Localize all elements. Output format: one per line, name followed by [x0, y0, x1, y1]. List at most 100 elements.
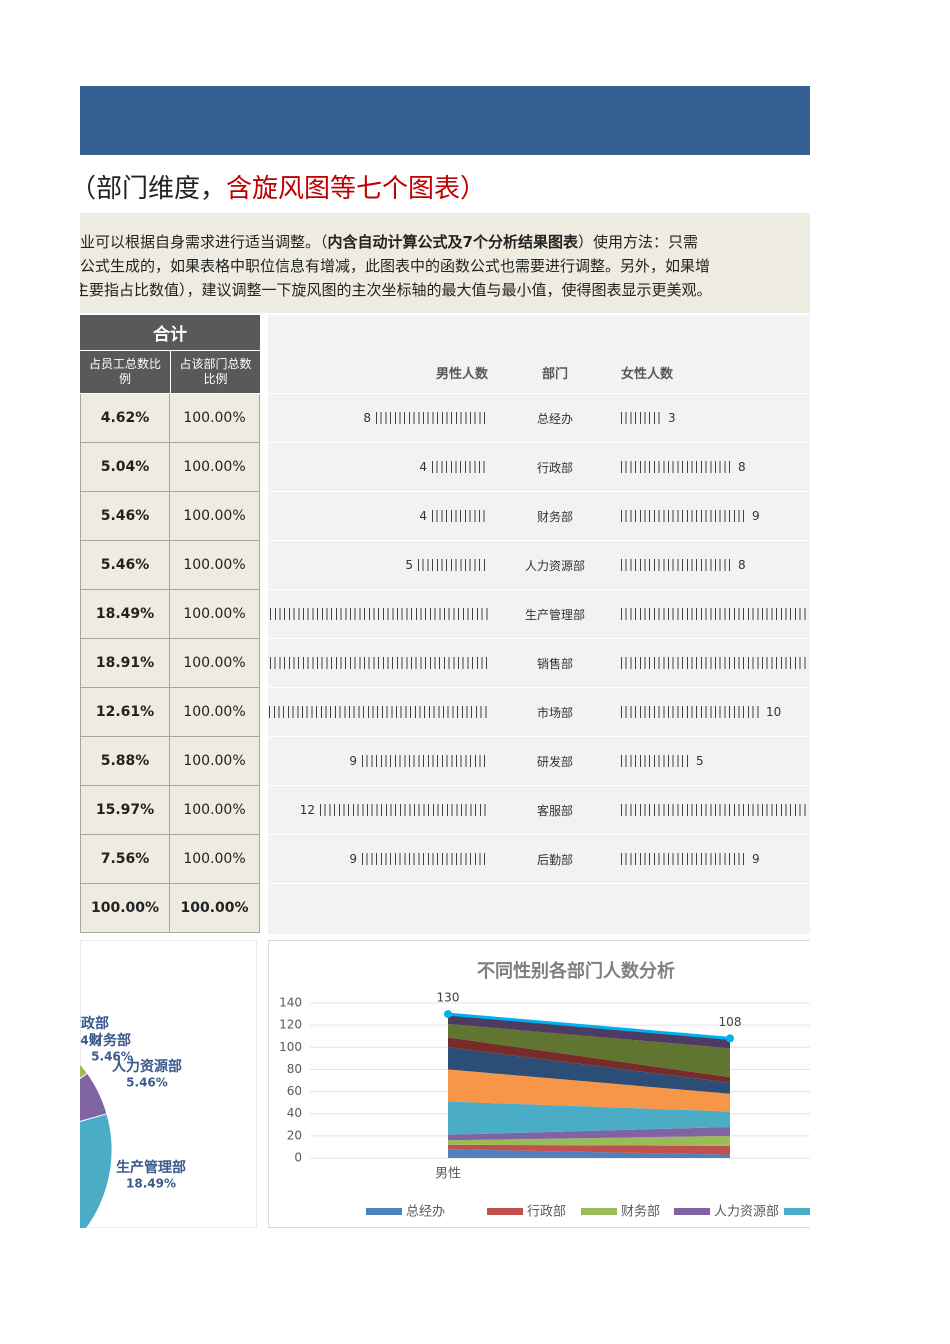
- legend-label: 财务部: [621, 1204, 660, 1220]
- area-series: [448, 1047, 730, 1094]
- table-cell: 18.49%: [80, 590, 170, 639]
- row-separator: [268, 442, 810, 443]
- legend-label: 行政部: [527, 1205, 566, 1220]
- male-cell: 9: [268, 737, 488, 785]
- value-label: 9: [752, 852, 760, 866]
- tornado-table: 男性人数 部门 女性人数 8 总经办 3 4 行政部 8 4 财务部 9 5 人力资源部 8 生产管理部 销售部…: [268, 315, 810, 934]
- table-cell: 100.00%: [170, 639, 260, 688]
- table-cell: 5.46%: [80, 492, 170, 541]
- legend-swatch: [487, 1208, 523, 1215]
- data-bar: [432, 461, 488, 473]
- data-bar: [621, 853, 747, 865]
- male-cell: [268, 688, 488, 736]
- slice-value-label: 5.46%: [91, 1050, 133, 1064]
- column-header: 女性人数: [621, 366, 674, 382]
- female-cell: [621, 786, 807, 834]
- text: 业可以根据自身需求进行适当调整。（: [80, 233, 328, 251]
- description-line: 业可以根据自身需求进行适当调整。（内含自动计算公式及7个分析结果图表）使用方法：…: [80, 231, 698, 252]
- data-bar: [320, 804, 488, 816]
- value-label: 9: [349, 852, 357, 866]
- data-bar: [376, 412, 488, 424]
- slice-value-label: 5.46%: [126, 1076, 168, 1090]
- data-bar: [621, 755, 691, 767]
- y-tick-label: 20: [287, 1128, 302, 1142]
- area-series: [448, 1014, 730, 1049]
- slice-label: 人力资源部: [112, 1058, 182, 1075]
- data-bar: [621, 461, 733, 473]
- row-separator: [268, 883, 810, 884]
- column-header: 占该部门总数比例: [170, 351, 260, 393]
- table-cell: 5.46%: [80, 541, 170, 590]
- female-cell: [621, 639, 807, 687]
- table-cell: 5.88%: [80, 737, 170, 786]
- female-cell: 5: [621, 737, 807, 785]
- data-bar: [418, 559, 488, 571]
- y-tick-label: 0: [294, 1151, 302, 1165]
- table-cell: 100.00%: [80, 884, 170, 933]
- data-bar: [432, 510, 488, 522]
- female-cell: 8: [621, 443, 807, 491]
- row-separator: [268, 540, 810, 541]
- department: 市场部: [536, 705, 573, 720]
- value-label: 4: [419, 509, 427, 523]
- y-tick-label: 140: [279, 996, 302, 1010]
- table-cell: 100.00%: [170, 688, 260, 737]
- table-cell: 100.00%: [170, 590, 260, 639]
- table-cell: 100.00%: [170, 786, 260, 835]
- total-marker: [726, 1034, 734, 1043]
- data-label: 108: [719, 1015, 742, 1029]
- area-series: [448, 1101, 730, 1135]
- data-bar: [268, 706, 488, 718]
- data-bar: [621, 412, 663, 424]
- male-cell: 4: [268, 492, 488, 540]
- data-bar: [621, 706, 761, 718]
- pie-chart: 总经办4.62%行政部5.04%财务部5.46%人力资源部5.46%生产管理部1…: [80, 940, 257, 1228]
- title-highlight: 含旋风图等七个图表）: [226, 174, 487, 204]
- department: 人力资源部: [524, 558, 585, 573]
- page-title: （部门维度，含旋风图等七个图表）: [80, 168, 486, 205]
- column-header: 部门: [541, 366, 568, 382]
- slice-label: 行政部: [80, 1015, 109, 1032]
- area-series: [448, 1069, 730, 1112]
- slice-label: 财务部: [88, 1032, 131, 1049]
- title-prefix: （部门维度，: [80, 174, 227, 204]
- bold-text: 内含自动计算公式及7个分析结果图表: [327, 233, 578, 251]
- male-cell: 8: [268, 394, 488, 442]
- column-header: 占员工总数比例: [80, 351, 170, 393]
- y-tick-label: 80: [287, 1062, 302, 1076]
- legend-label: 人力资源部: [714, 1205, 779, 1220]
- female-cell: 3: [621, 394, 807, 442]
- text: ）使用方法：只需: [577, 233, 698, 251]
- value-label: 4: [419, 460, 427, 474]
- legend-swatch: [581, 1208, 617, 1215]
- male-cell: 9: [268, 835, 488, 883]
- y-tick-label: 40: [287, 1106, 302, 1120]
- table-cell: 7.56%: [80, 835, 170, 884]
- value-label: 12: [299, 803, 315, 817]
- department: 销售部: [536, 656, 573, 671]
- female-cell: 10: [621, 688, 807, 736]
- slice-value-label: 5.04%: [80, 1034, 101, 1048]
- row-separator: [268, 491, 810, 492]
- female-cell: 9: [621, 835, 807, 883]
- legend-swatch: [784, 1208, 810, 1215]
- department: 生产管理部: [524, 607, 585, 622]
- title-box: （部门维度，含旋风图等七个图表）: [80, 166, 810, 206]
- data-bar: [268, 608, 488, 620]
- table-cell: 100.00%: [170, 737, 260, 786]
- department: 后勤部: [536, 852, 573, 867]
- legend-swatch: [674, 1208, 710, 1215]
- data-bar: [621, 608, 807, 620]
- chart-title: 不同性别各部门人数分析: [477, 960, 675, 982]
- table-cell: 5.04%: [80, 443, 170, 492]
- slice-label: 生产管理部: [116, 1159, 186, 1176]
- department: 研发部: [536, 754, 573, 769]
- y-tick-label: 120: [279, 1018, 302, 1032]
- area-series: [448, 1037, 730, 1083]
- description: 业可以根据自身需求进行适当调整。（内含自动计算公式及7个分析结果图表）使用方法：…: [80, 213, 810, 313]
- x-tick-label: 男性: [435, 1167, 461, 1182]
- row-separator: [268, 589, 810, 590]
- header-bar: [80, 86, 810, 155]
- row-separator: [268, 736, 810, 737]
